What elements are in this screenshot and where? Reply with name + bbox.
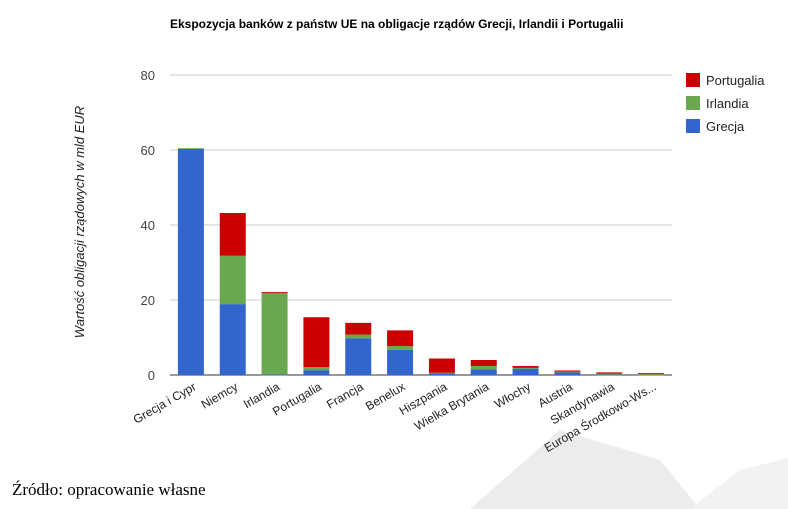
- bar-portugalia-segment: [303, 317, 330, 368]
- bar-irlandia-segment: [470, 366, 497, 370]
- bar-portugalia-segment: [428, 358, 455, 373]
- x-tick-label: Niemcy: [199, 379, 241, 411]
- x-tick-label: Włochy: [492, 379, 533, 411]
- y-tick-label: 20: [141, 293, 155, 308]
- bar-irlandia-segment: [428, 372, 455, 374]
- source-note: Źródło: opracowanie własne: [12, 480, 206, 499]
- bar-grecja-segment: [428, 373, 455, 375]
- bar-portugalia-segment: [554, 370, 581, 372]
- bar-grecja-segment: [554, 372, 581, 375]
- bar-irlandia-segment: [512, 367, 539, 369]
- x-tick-label: Wielka Brytania: [412, 379, 491, 433]
- bar-portugalia-segment: [470, 360, 497, 366]
- bar-irlandia-segment: [177, 148, 204, 149]
- legend-label: Grecja: [706, 119, 745, 134]
- bar-irlandia-segment: [554, 371, 581, 373]
- bar-irlandia-segment: [303, 367, 330, 371]
- bar-grecja-segment: [596, 374, 623, 376]
- bar-grecja-segment: [345, 338, 372, 375]
- bar-portugalia-segment: [261, 292, 288, 294]
- bar-grecja-segment: [261, 374, 288, 376]
- bar-irlandia-segment: [219, 255, 246, 305]
- chart-title: Ekspozycja banków z państw UE na obligac…: [170, 17, 624, 31]
- bar-portugalia-segment: [219, 213, 246, 256]
- bar-portugalia-segment: [512, 366, 539, 368]
- bar-grecja-segment: [177, 148, 204, 375]
- bar-portugalia-segment: [596, 372, 623, 374]
- bar-irlandia-segment: [596, 373, 623, 375]
- x-tick-label: Grecja i Cypr: [131, 379, 199, 426]
- y-tick-label: 60: [141, 143, 155, 158]
- y-axis-title: Wartość obligacji rządowych w mld EUR: [72, 106, 87, 338]
- legend-label: Irlandia: [706, 96, 749, 111]
- bar-portugalia-segment: [345, 322, 372, 335]
- bar-irlandia-segment: [638, 374, 665, 376]
- legend-swatch-portugalia: [686, 73, 700, 87]
- y-tick-label: 0: [148, 368, 155, 383]
- bar-grecja-segment: [470, 369, 497, 375]
- bar-irlandia-segment: [345, 334, 372, 339]
- legend-swatch-grecja: [686, 119, 700, 133]
- bar-grecja-segment: [303, 370, 330, 375]
- bar-grecja-segment: [387, 349, 414, 375]
- legend-label: Portugalia: [706, 73, 765, 88]
- bar-irlandia-segment: [261, 293, 288, 375]
- y-tick-label: 80: [141, 68, 155, 83]
- legend-swatch-irlandia: [686, 96, 700, 110]
- y-tick-label: 40: [141, 218, 155, 233]
- bar-grecja-segment: [512, 368, 539, 375]
- bar-grecja-segment: [219, 304, 246, 375]
- x-tick-label: Francja: [324, 379, 366, 411]
- bar-portugalia-segment: [387, 330, 414, 347]
- bar-portugalia-segment: [638, 373, 665, 375]
- bar-irlandia-segment: [387, 346, 414, 350]
